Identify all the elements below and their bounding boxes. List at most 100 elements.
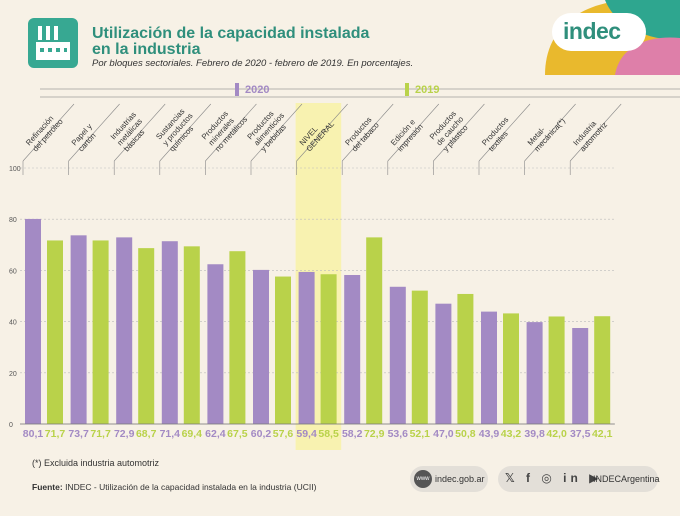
title-line-2: en la industria xyxy=(92,41,201,58)
category-guide xyxy=(250,103,303,162)
page-title: Utilización de la capacidad instalada en… xyxy=(92,26,369,58)
category-label-1: Papel ycartón xyxy=(70,122,101,153)
data-label-2019-12: 42,1 xyxy=(592,428,613,440)
data-label-2020-0: 80,1 xyxy=(23,428,44,440)
y-tick-label: 20 xyxy=(9,371,17,378)
factory-icon xyxy=(28,18,78,68)
data-label-2019-9: 50,8 xyxy=(455,428,476,440)
bar-2020-3 xyxy=(161,241,178,424)
bar-2019-0 xyxy=(47,240,63,424)
data-label-2020-2: 72,9 xyxy=(114,428,135,440)
data-label-2020-5: 60,2 xyxy=(251,428,272,440)
bar-2019-7 xyxy=(366,237,383,424)
category-guide xyxy=(387,103,440,162)
bar-2020-7 xyxy=(344,275,361,424)
bar-2020-2 xyxy=(116,237,133,424)
legend-label-2019: 2019 xyxy=(415,84,439,96)
bar-2019-4 xyxy=(229,251,246,424)
data-label-2020-12: 37,5 xyxy=(570,428,591,440)
bar-2019-12 xyxy=(594,316,611,424)
category-label-5: Productosalimenticiosy bebidas xyxy=(245,105,292,153)
social-icons[interactable]: 𝕏 f ◎ in ▶ xyxy=(505,471,603,485)
y-tick-label: 60 xyxy=(9,268,17,275)
bar-2020-8 xyxy=(389,286,406,424)
bar-2020-6 xyxy=(298,271,315,424)
bar-2019-9 xyxy=(457,293,474,424)
bar-2020-1 xyxy=(70,235,87,424)
data-label-2019-11: 42,0 xyxy=(546,428,567,440)
bar-2019-6 xyxy=(320,274,337,424)
data-label-2019-3: 69,4 xyxy=(182,428,203,440)
category-label-8: Edición eimpresión xyxy=(389,116,425,153)
social-handle[interactable]: INDECArgentina xyxy=(593,474,660,484)
category-guide xyxy=(341,103,394,162)
y-tick-label: 100 xyxy=(9,166,21,173)
category-guide xyxy=(478,103,531,162)
data-label-2020-10: 43,9 xyxy=(479,428,500,440)
category-label-7: Productosdel tabaco xyxy=(343,114,381,153)
data-label-2019-2: 68,7 xyxy=(136,428,157,440)
title-line-1: Utilización de la capacidad instalada xyxy=(92,25,370,42)
data-label-2020-8: 53,6 xyxy=(388,428,409,440)
legend-label-2020: 2020 xyxy=(245,84,269,96)
bar-2020-5 xyxy=(253,269,269,424)
category-guide xyxy=(113,103,166,162)
chart-subtitle: Por bloques sectoriales. Febrero de 2020… xyxy=(92,58,414,69)
data-label-2020-3: 71,4 xyxy=(160,428,181,440)
data-label-2019-7: 72,9 xyxy=(364,428,385,440)
category-label-10: Productostextiles xyxy=(480,115,517,153)
website-text[interactable]: indec.gob.ar xyxy=(435,474,485,484)
www-icon: www xyxy=(414,470,432,488)
category-label-2: Industriasmetálicasbásicas xyxy=(109,110,152,153)
bar-2019-2 xyxy=(138,248,155,424)
legend-swatch-2020 xyxy=(235,83,239,96)
category-guide xyxy=(68,103,120,162)
data-label-2020-6: 59,4 xyxy=(296,428,317,440)
bar-2019-11 xyxy=(548,316,565,424)
bar-2020-12 xyxy=(572,328,589,424)
category-guide xyxy=(205,103,257,162)
bar-2019-3 xyxy=(183,246,200,424)
y-tick-label: 40 xyxy=(9,320,17,327)
source-label: Fuente: xyxy=(32,482,63,492)
category-label-11: Metal-mecánica(*) xyxy=(526,110,567,153)
footnote: (*) Excluida industria automotriz xyxy=(32,458,160,468)
category-guide xyxy=(296,103,348,162)
data-label-2019-4: 67,5 xyxy=(227,428,248,440)
category-guide xyxy=(524,103,576,162)
y-tick-label: 80 xyxy=(9,217,17,224)
category-guide xyxy=(159,103,212,162)
brand-logo: indec xyxy=(563,18,621,44)
social-links[interactable] xyxy=(498,466,658,492)
data-label-2019-10: 43,2 xyxy=(501,428,522,440)
data-label-2019-8: 52,1 xyxy=(410,428,431,440)
bar-2020-10 xyxy=(481,311,497,424)
bar-2020-9 xyxy=(435,303,452,424)
y-tick-label: 0 xyxy=(9,422,13,429)
bar-2019-8 xyxy=(411,290,428,424)
data-label-2020-9: 47,0 xyxy=(433,428,454,440)
bar-2020-11 xyxy=(526,322,543,424)
data-label-2020-4: 62,4 xyxy=(205,428,226,440)
category-label-0: Refinacióndel petróleo xyxy=(24,111,65,154)
category-guide xyxy=(22,103,75,162)
data-label-2020-1: 73,7 xyxy=(68,428,89,440)
category-guide xyxy=(569,103,622,162)
brand-pill xyxy=(552,13,646,51)
bar-2020-4 xyxy=(207,264,224,424)
data-label-2019-6: 58,5 xyxy=(318,428,339,440)
data-label-2019-5: 57,6 xyxy=(273,428,294,440)
category-label-9: Productosde cauchoy plástico xyxy=(428,108,473,153)
data-label-2019-1: 71,7 xyxy=(90,428,111,440)
category-label-4: Productosmineralesno metálicos xyxy=(200,103,249,154)
category-guide xyxy=(433,103,485,162)
legend-swatch-2019 xyxy=(405,83,409,96)
bar-2019-10 xyxy=(503,313,519,424)
category-label-12: Industriaautomotriz xyxy=(571,114,609,153)
data-label-2019-0: 71,7 xyxy=(45,428,66,440)
bar-2019-5 xyxy=(275,276,291,424)
source-note: Fuente: INDEC - Utilización de la capaci… xyxy=(32,482,316,492)
bar-2020-0 xyxy=(25,218,41,424)
data-label-2020-7: 58,2 xyxy=(342,428,363,440)
